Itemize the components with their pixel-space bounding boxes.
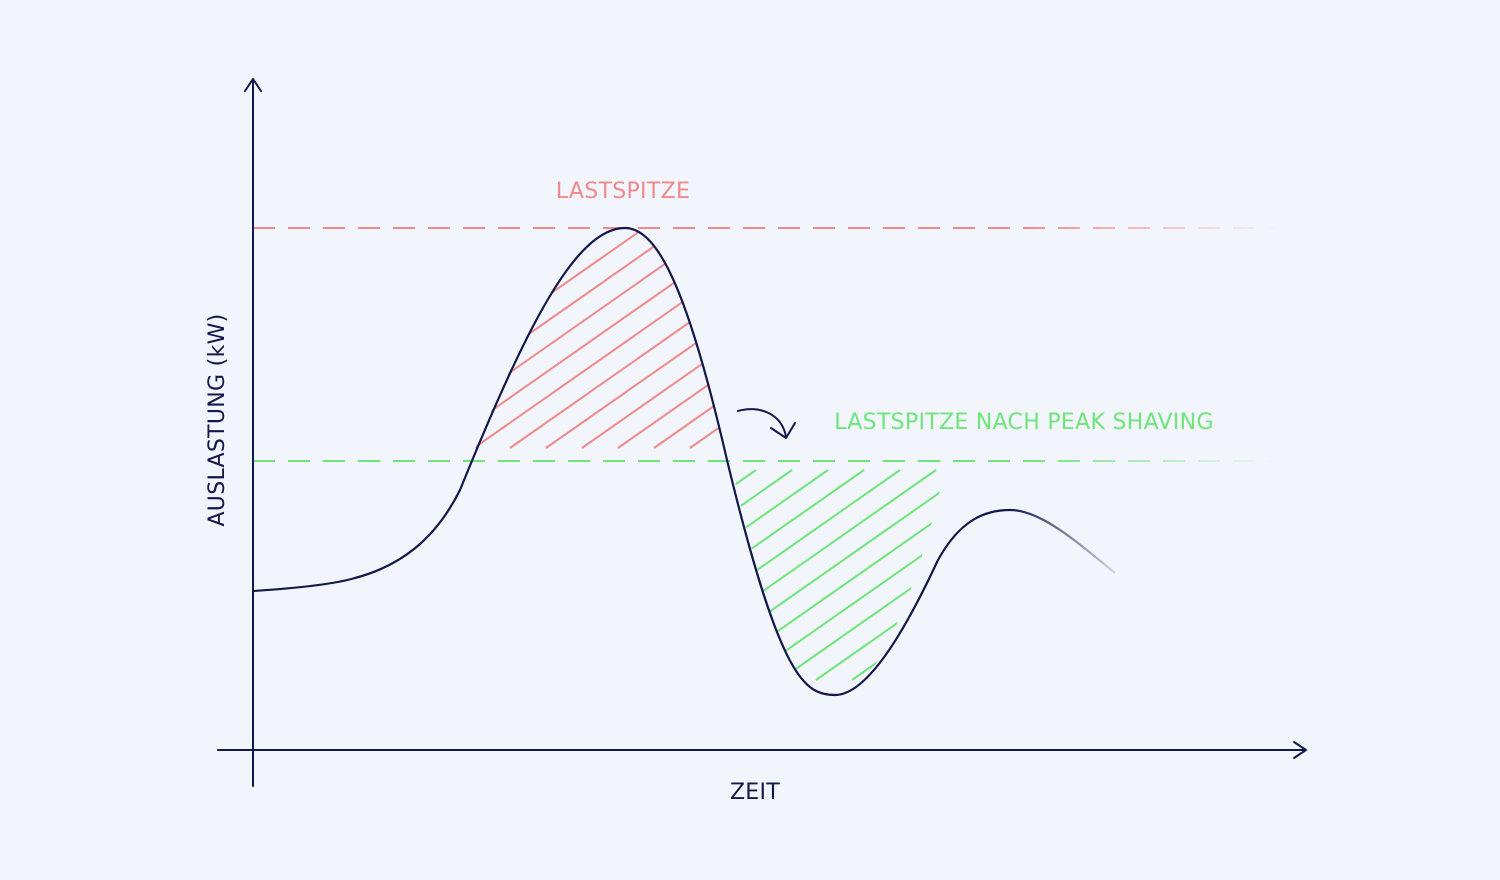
shaved-hatch-line (851, 469, 960, 681)
peak-hatch-line (581, 228, 727, 449)
shaved-peak-label: LASTSPITZE NACH PEAK SHAVING (834, 410, 1214, 435)
load-curve (252, 226, 1011, 697)
shaved-hatch-line (730, 469, 901, 681)
x-axis (217, 741, 1307, 759)
peak-label: LASTSPITZE (556, 179, 690, 204)
x-axis-label: ZEIT (730, 780, 780, 805)
shaved-hatch-line (420, 470, 720, 680)
y-axis-label: AUSLASTUNG (kW) (205, 313, 230, 526)
load-curve-tail (1009, 508, 1116, 574)
shaved-hatch-line (730, 469, 937, 681)
peak-hatch-line (470, 228, 649, 449)
peak-hatch-line (617, 228, 727, 449)
shaved-hatch-line (730, 469, 960, 681)
peak-hatch-line (470, 228, 541, 449)
peak-hatch-line (473, 228, 727, 449)
shaved-hatch-line (743, 469, 960, 681)
shaved-hatch-line (923, 469, 960, 681)
shaved-hatch-line (730, 469, 757, 681)
shaved-hatch-line (887, 469, 960, 681)
peak-hatch-line (470, 228, 505, 449)
peak-hatch-line (509, 228, 727, 449)
peak-hatch-line (470, 228, 685, 449)
shaved-area-hatch (420, 469, 960, 681)
shaved-hatch-line (730, 469, 960, 681)
shaved-hatch-line (730, 469, 829, 681)
peak-hatch-line (470, 228, 577, 449)
shift-arrow-icon (737, 408, 796, 439)
peak-hatch-line (470, 228, 721, 449)
peak-hatch-line (470, 228, 727, 449)
peak-hatch-line (470, 228, 613, 449)
y-axis (244, 78, 262, 787)
shaved-hatch-line (815, 469, 960, 681)
peak-hatch-line (470, 228, 727, 449)
shaved-hatch-line (730, 469, 793, 681)
shaved-hatch-line (730, 469, 865, 681)
shaved-hatch-line (959, 469, 960, 681)
